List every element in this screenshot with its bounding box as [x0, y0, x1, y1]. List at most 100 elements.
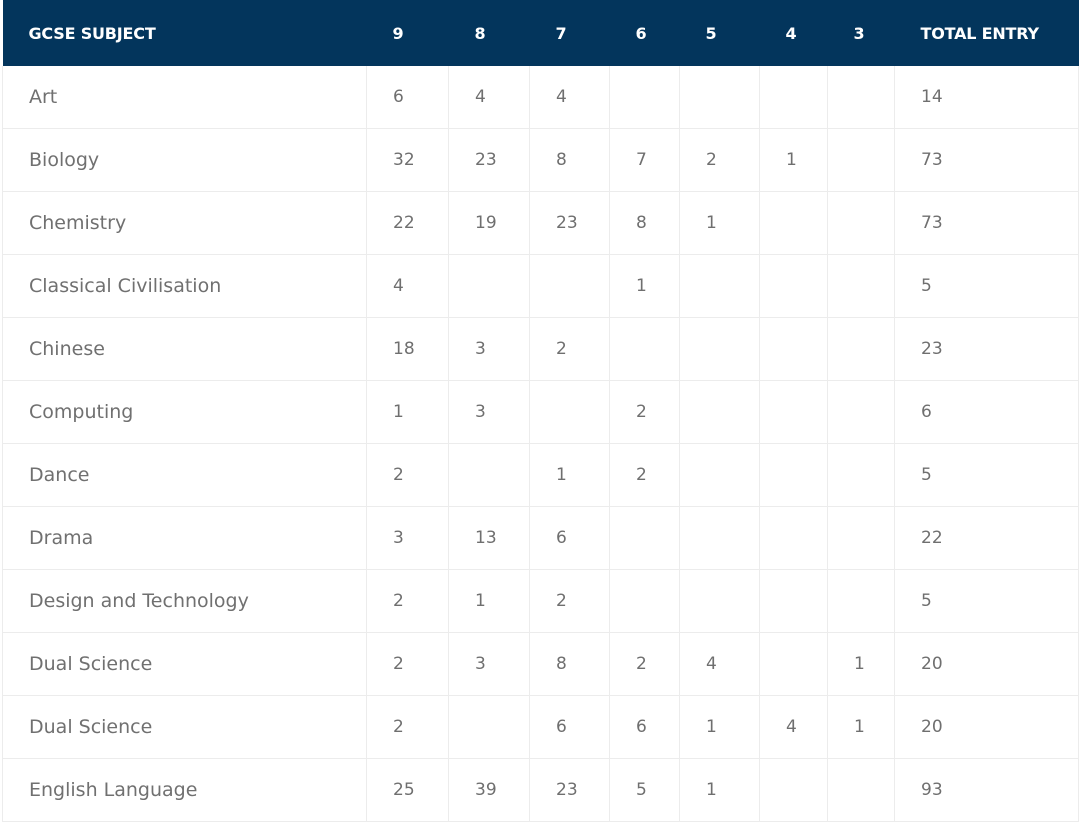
- cell-grade-count: 2: [366, 695, 449, 759]
- cell-grade-count: [827, 317, 895, 381]
- cell-grade-count: 8: [529, 128, 610, 192]
- table-row: Classical Civilisation 4 1 5: [2, 254, 1079, 318]
- cell-total-entry: 93: [894, 758, 1079, 822]
- table-row: Dual Science 2 6 6 1 4 1 20: [2, 695, 1079, 759]
- cell-grade-count: [529, 254, 610, 318]
- cell-grade-count: [679, 506, 760, 570]
- cell-grade-count: [759, 443, 828, 507]
- cell-grade-count: [827, 758, 895, 822]
- cell-grade-count: [827, 66, 895, 129]
- header-grade-8: 8: [448, 0, 530, 66]
- cell-subject: Classical Civilisation: [2, 254, 367, 318]
- cell-grade-count: 32: [366, 128, 449, 192]
- cell-grade-count: [529, 380, 610, 444]
- table-row: Chinese 18 3 2 23: [2, 317, 1079, 381]
- cell-grade-count: [827, 443, 895, 507]
- cell-grade-count: [827, 191, 895, 255]
- cell-grade-count: [827, 569, 895, 633]
- cell-total-entry: 73: [894, 191, 1079, 255]
- cell-grade-count: 3: [448, 317, 530, 381]
- cell-grade-count: 23: [448, 128, 530, 192]
- cell-grade-count: [759, 66, 828, 129]
- cell-subject: Design and Technology: [2, 569, 367, 633]
- cell-grade-count: 4: [529, 66, 610, 129]
- cell-grade-count: 23: [529, 758, 610, 822]
- header-subject: GCSE SUBJECT: [2, 0, 367, 66]
- header-grade-9: 9: [366, 0, 449, 66]
- cell-grade-count: 22: [366, 191, 449, 255]
- cell-grade-count: [759, 317, 828, 381]
- header-grade-7: 7: [529, 0, 610, 66]
- cell-total-entry: 73: [894, 128, 1079, 192]
- cell-grade-count: 3: [448, 632, 530, 696]
- cell-subject: Dual Science: [2, 632, 367, 696]
- cell-grade-count: [759, 506, 828, 570]
- cell-grade-count: 39: [448, 758, 530, 822]
- cell-grade-count: 8: [609, 191, 680, 255]
- cell-grade-count: [448, 254, 530, 318]
- cell-subject: Chemistry: [2, 191, 367, 255]
- table-row: Drama 3 13 6 22: [2, 506, 1079, 570]
- header-grade-3: 3: [827, 0, 895, 66]
- table-row: Art 6 4 4 14: [2, 66, 1079, 129]
- cell-grade-count: 1: [529, 443, 610, 507]
- cell-grade-count: [679, 254, 760, 318]
- cell-grade-count: 2: [609, 443, 680, 507]
- cell-total-entry: 23: [894, 317, 1079, 381]
- cell-grade-count: 1: [366, 380, 449, 444]
- cell-grade-count: 6: [529, 695, 610, 759]
- cell-grade-count: 3: [448, 380, 530, 444]
- cell-grade-count: 1: [679, 758, 760, 822]
- cell-grade-count: 1: [827, 695, 895, 759]
- cell-grade-count: 4: [366, 254, 449, 318]
- cell-grade-count: [759, 632, 828, 696]
- cell-grade-count: [759, 569, 828, 633]
- cell-subject: English Language: [2, 758, 367, 822]
- cell-grade-count: [609, 569, 680, 633]
- table-row: Biology 32 23 8 7 2 1 73: [2, 128, 1079, 192]
- cell-grade-count: 1: [609, 254, 680, 318]
- cell-grade-count: [759, 758, 828, 822]
- cell-total-entry: 20: [894, 632, 1079, 696]
- table-row: Chemistry 22 19 23 8 1 73: [2, 191, 1079, 255]
- cell-subject: Chinese: [2, 317, 367, 381]
- cell-grade-count: 1: [448, 569, 530, 633]
- cell-grade-count: [679, 569, 760, 633]
- cell-grade-count: 4: [679, 632, 760, 696]
- cell-grade-count: 2: [366, 569, 449, 633]
- cell-grade-count: 2: [609, 380, 680, 444]
- cell-grade-count: 5: [609, 758, 680, 822]
- cell-total-entry: 5: [894, 569, 1079, 633]
- cell-subject: Dual Science: [2, 695, 367, 759]
- cell-grade-count: [609, 317, 680, 381]
- cell-grade-count: [679, 317, 760, 381]
- cell-grade-count: 25: [366, 758, 449, 822]
- cell-grade-count: [759, 254, 828, 318]
- cell-grade-count: [679, 380, 760, 444]
- cell-grade-count: [759, 191, 828, 255]
- cell-grade-count: 8: [529, 632, 610, 696]
- cell-grade-count: 6: [366, 66, 449, 129]
- cell-subject: Computing: [2, 380, 367, 444]
- cell-grade-count: [759, 380, 828, 444]
- header-row: GCSE SUBJECT 9 8 7 6 5 4 3 TOTAL ENTRY: [2, 0, 1079, 66]
- header-grade-6: 6: [609, 0, 680, 66]
- cell-grade-count: 6: [609, 695, 680, 759]
- cell-grade-count: 18: [366, 317, 449, 381]
- cell-grade-count: 2: [366, 443, 449, 507]
- header-grade-4: 4: [759, 0, 828, 66]
- cell-grade-count: 4: [448, 66, 530, 129]
- table-header: GCSE SUBJECT 9 8 7 6 5 4 3 TOTAL ENTRY: [2, 0, 1079, 66]
- cell-grade-count: 3: [366, 506, 449, 570]
- cell-grade-count: 4: [759, 695, 828, 759]
- cell-grade-count: [448, 443, 530, 507]
- cell-grade-count: [609, 66, 680, 129]
- cell-grade-count: 2: [529, 317, 610, 381]
- cell-subject: Dance: [2, 443, 367, 507]
- cell-grade-count: [827, 380, 895, 444]
- cell-grade-count: [609, 506, 680, 570]
- table-row: Computing 1 3 2 6: [2, 380, 1079, 444]
- cell-grade-count: 19: [448, 191, 530, 255]
- cell-grade-count: 23: [529, 191, 610, 255]
